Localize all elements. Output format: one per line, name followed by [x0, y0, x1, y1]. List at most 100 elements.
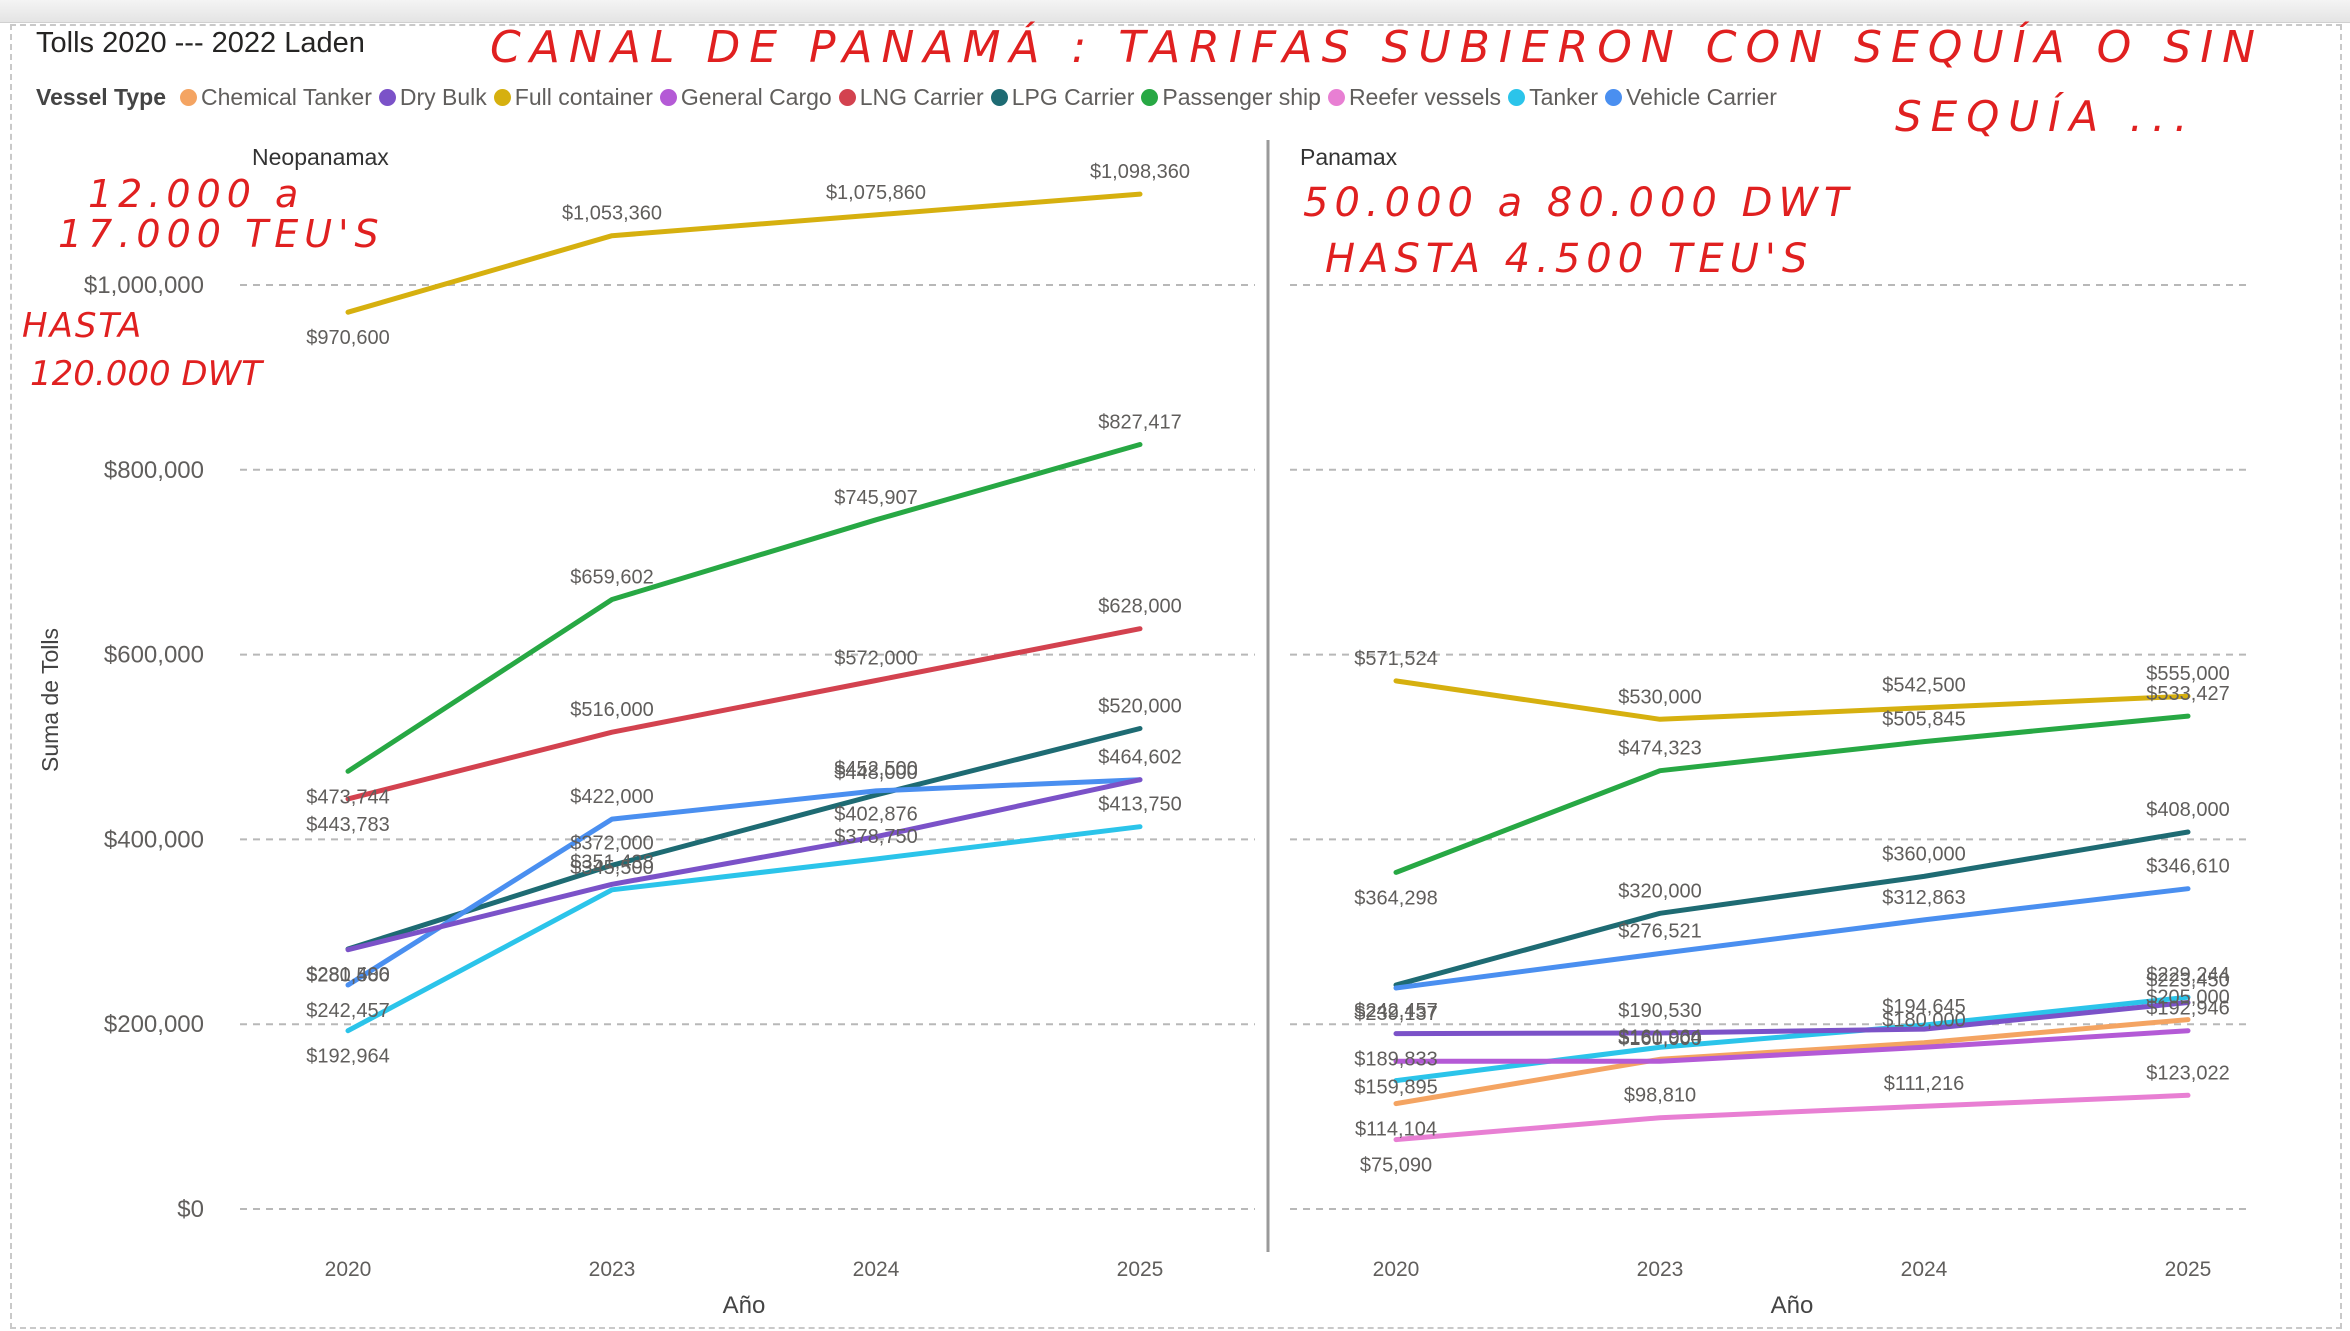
legend-item-full-container[interactable]: Full container	[493, 84, 653, 111]
y-tick-label: $400,000	[104, 826, 204, 853]
data-label: $530,000	[1618, 686, 1701, 708]
data-label: $443,783	[306, 814, 389, 836]
legend-item-chemical-tanker[interactable]: Chemical Tanker	[180, 84, 372, 111]
annotation-headline-2: SEQUÍA ...	[1895, 92, 2197, 141]
series-line-full-container	[1393, 678, 2191, 722]
data-label: $364,298	[1354, 887, 1437, 909]
annotation-neo-teu-2: 17.000 TEU'S	[58, 212, 385, 256]
data-label: $571,524	[1354, 648, 1437, 670]
data-label: $123,022	[2146, 1062, 2229, 1084]
series-line-vehicle-carrier	[1393, 886, 2191, 991]
panel-title: Neopanamax	[252, 144, 389, 170]
y-tick-label: $600,000	[104, 642, 204, 669]
data-label: $628,000	[1098, 596, 1181, 618]
data-label: $229,244	[2146, 964, 2229, 986]
data-label: $1,098,360	[1090, 161, 1190, 183]
legend-label: Full container	[514, 84, 653, 110]
data-label: $448,000	[834, 762, 917, 784]
data-label: $98,810	[1624, 1085, 1696, 1107]
data-label: $114,104	[1355, 1119, 1437, 1141]
series-line-lng-carrier	[345, 626, 1143, 802]
x-tick-label: 2025	[2165, 1258, 2212, 1281]
legend-item-passenger-ship[interactable]: Passenger ship	[1141, 84, 1321, 111]
visual-frame	[10, 24, 2342, 1329]
data-label: $659,602	[570, 567, 653, 589]
x-tick-label: 2024	[853, 1258, 900, 1281]
series-line-general-cargo	[1393, 1028, 2191, 1064]
data-label: $194,645	[1882, 996, 1965, 1018]
data-label: $312,863	[1882, 887, 1965, 909]
data-label: $75,090	[1360, 1155, 1432, 1177]
data-label: $320,000	[1618, 880, 1701, 902]
data-label: $281,400	[306, 964, 389, 986]
annotation-panamax-dwt: 50.000 a 80.000 DWT	[1303, 180, 1855, 226]
legend-item-reefer-vessels[interactable]: Reefer vessels	[1327, 84, 1501, 111]
data-label: $345,500	[570, 857, 653, 879]
legend-label: Dry Bulk	[399, 84, 487, 110]
data-label: $223,450	[2146, 970, 2229, 992]
legend-item-lng-carrier[interactable]: LNG Carrier	[838, 84, 984, 111]
y-tick-label: $0	[177, 1196, 204, 1223]
data-label: $239,137	[1354, 1003, 1437, 1025]
legend-title: Vessel Type	[36, 84, 166, 110]
data-label: $745,907	[834, 487, 917, 509]
legend-swatch	[990, 89, 1008, 106]
x-tick-label: 2020	[325, 1258, 372, 1281]
x-tick-label: 2025	[1117, 1258, 1164, 1281]
data-label: $505,845	[1882, 709, 1965, 731]
legend-item-lpg-carrier[interactable]: LPG Carrier	[990, 84, 1134, 111]
series-line-lpg-carrier	[345, 726, 1143, 952]
data-label: $192,946	[2146, 998, 2229, 1020]
legend-label: LNG Carrier	[859, 84, 984, 110]
data-label: $372,000	[570, 832, 653, 854]
legend-swatch	[180, 89, 197, 106]
window-top-bar	[0, 0, 2350, 23]
data-label: $970,600	[306, 327, 389, 349]
legend-swatch	[378, 89, 396, 106]
legend-label: Vehicle Carrier	[1626, 84, 1777, 110]
legend-swatch	[838, 89, 856, 106]
data-label: $827,417	[1098, 411, 1181, 433]
y-axis-label: Suma de Tolls	[37, 628, 63, 772]
x-axis-label: Año	[1771, 1292, 1814, 1319]
data-label: $1,075,860	[826, 182, 926, 204]
legend-swatch	[659, 89, 677, 106]
annotation-panamax-teu: HASTA 4.500 TEU'S	[1325, 236, 1814, 282]
legend-item-vehicle-carrier[interactable]: Vehicle Carrier	[1605, 84, 1777, 111]
legend-swatch	[1508, 89, 1526, 106]
annotation-neo-teu-1: 12.000 a	[88, 172, 305, 216]
data-label: $533,427	[2146, 683, 2229, 705]
legend-item-dry-bulk[interactable]: Dry Bulk	[378, 84, 487, 111]
data-label: $452,500	[834, 758, 917, 780]
y-tick-label: $1,000,000	[84, 272, 204, 299]
legend-swatch	[1605, 89, 1623, 106]
legend-item-tanker[interactable]: Tanker	[1508, 84, 1598, 111]
data-label: $242,457	[1354, 1000, 1437, 1022]
data-label: $160,000	[1618, 1028, 1701, 1050]
legend-item-general-cargo[interactable]: General Cargo	[659, 84, 832, 111]
annotation-headline-1: CANAL DE PANAMÁ : TARIFAS SUBIERON CON S…	[490, 22, 2265, 73]
data-label: $242,457	[306, 1000, 389, 1022]
data-label: $464,602	[1098, 747, 1181, 769]
data-label: $159,895	[1354, 1076, 1437, 1098]
data-label: $1,053,360	[562, 203, 662, 225]
data-label: $346,610	[2146, 856, 2229, 878]
annotation-neo-dwt-2: 120.000 DWT	[30, 354, 262, 394]
data-label: $408,000	[2146, 799, 2229, 821]
series-line-passenger-ship	[1393, 713, 2191, 875]
series-line-tanker	[1393, 994, 2191, 1084]
data-label: $111,216	[1884, 1073, 1964, 1095]
legend-swatch	[1141, 89, 1159, 106]
data-label: $516,000	[570, 699, 653, 721]
data-label: $474,323	[1618, 738, 1701, 760]
data-label: $473,744	[306, 786, 389, 808]
series-line-dry-bulk	[1393, 1000, 2191, 1037]
data-label: $422,000	[570, 786, 653, 808]
data-label: $542,500	[1882, 675, 1965, 697]
legend-label: Chemical Tanker	[201, 84, 372, 110]
data-label: $276,521	[1618, 920, 1701, 942]
data-label: $555,000	[2146, 663, 2229, 685]
data-label: $192,964	[306, 1046, 389, 1068]
x-tick-label: 2023	[589, 1258, 636, 1281]
